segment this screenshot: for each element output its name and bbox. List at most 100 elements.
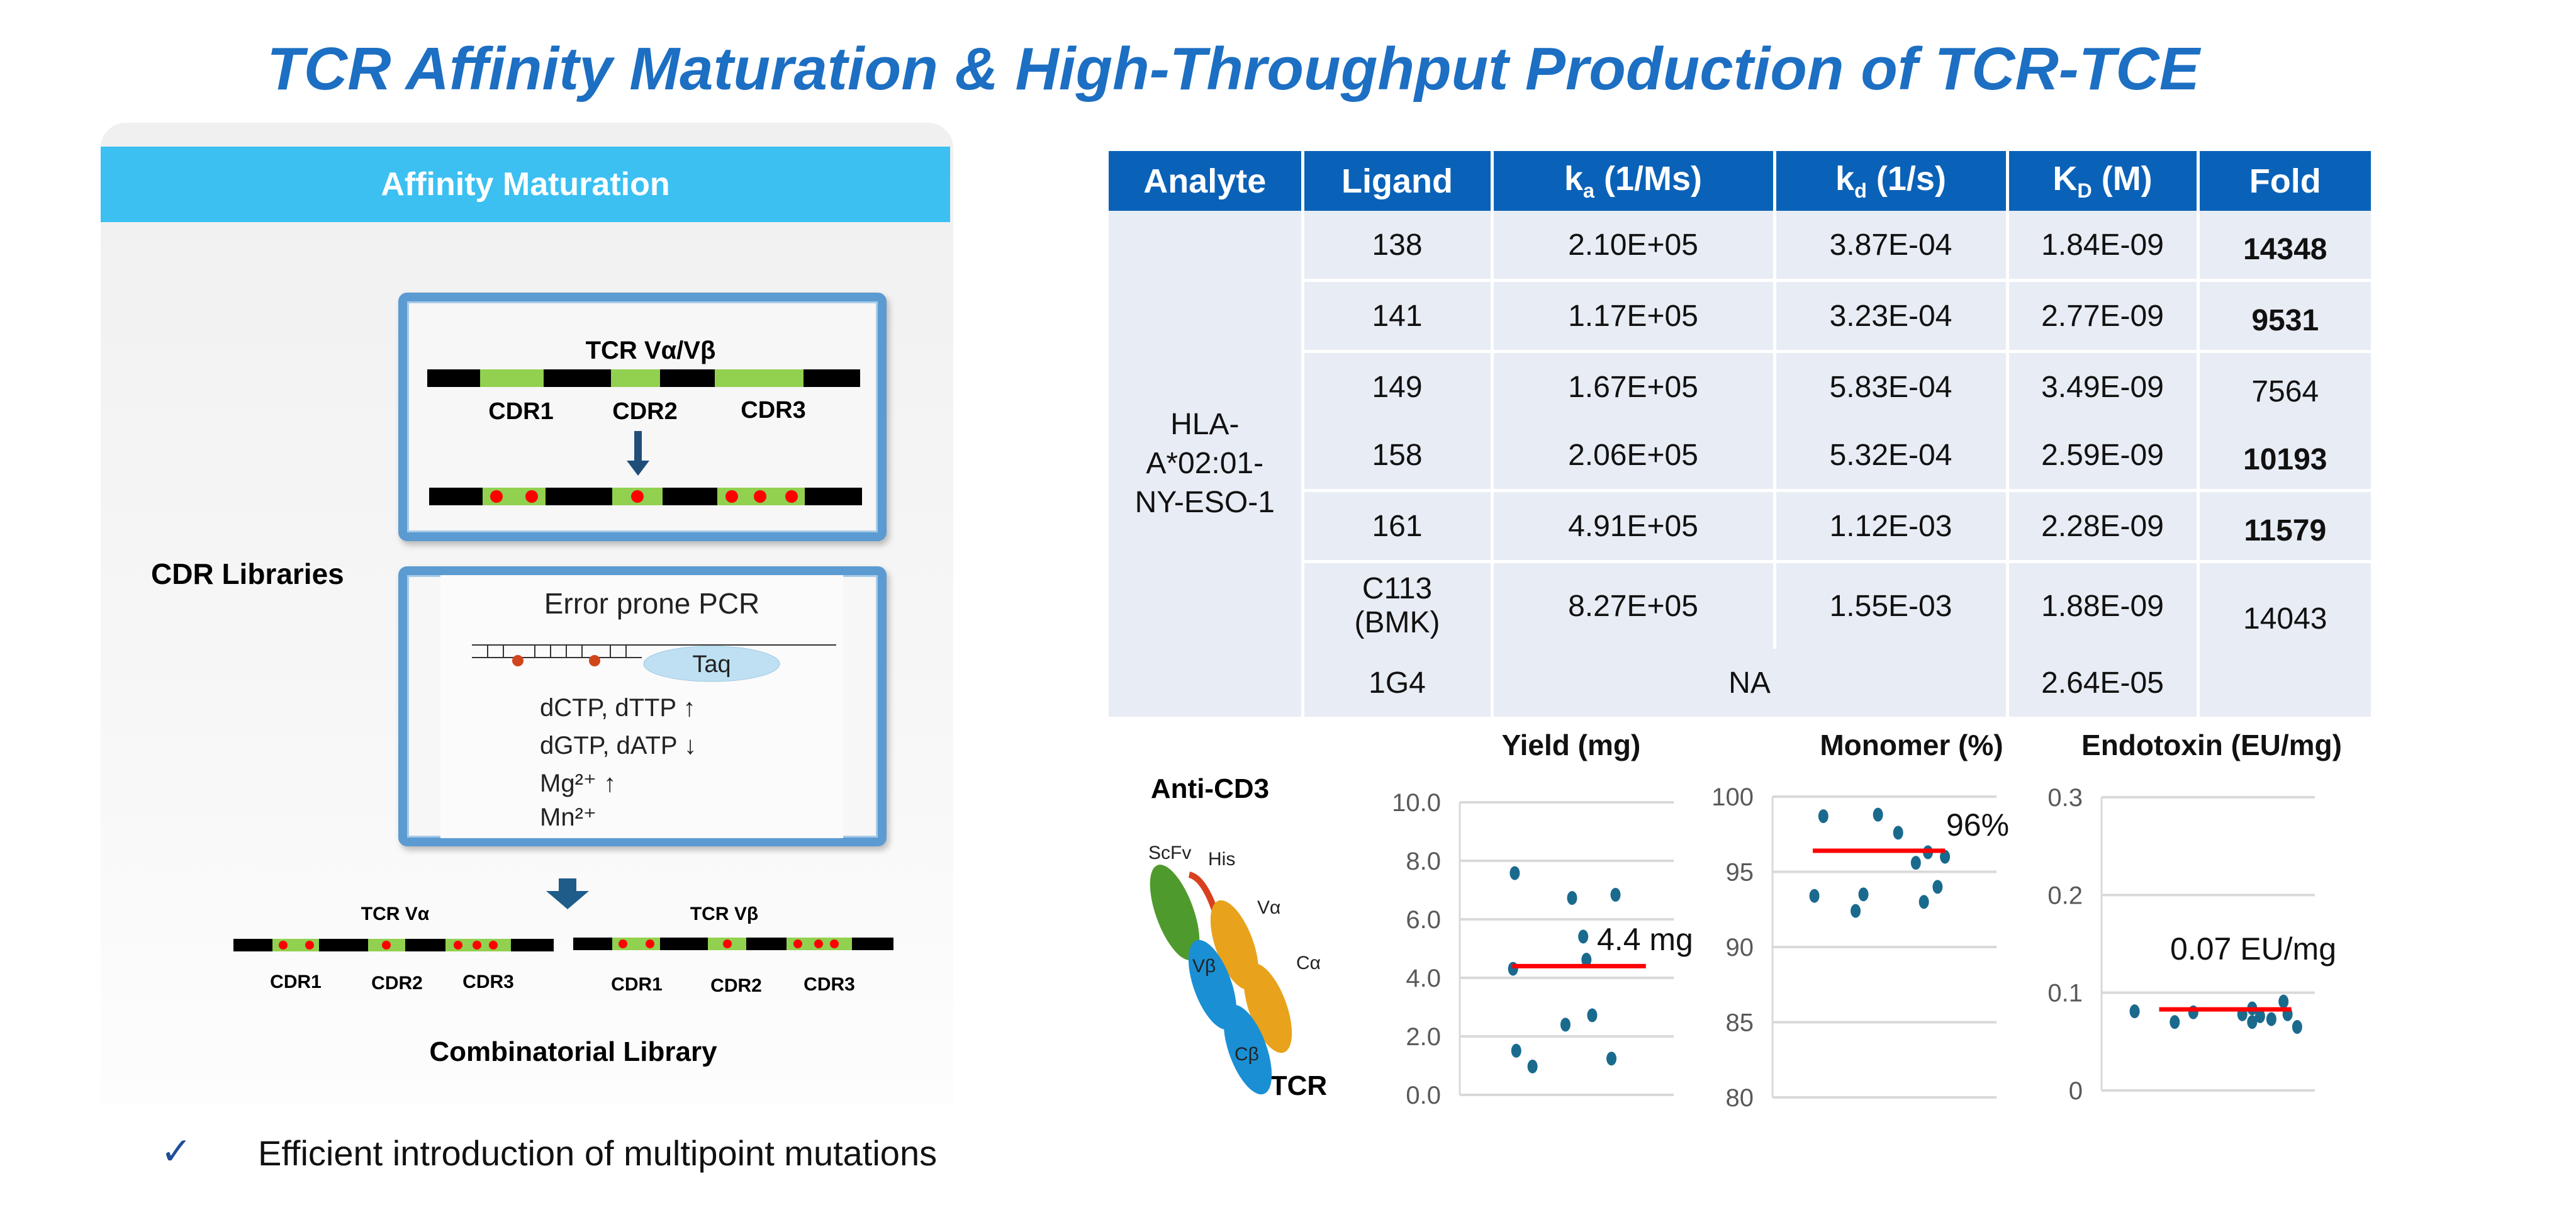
data-point	[1910, 856, 1921, 870]
taq-label: Taq	[692, 651, 731, 678]
ka-cell: 4.91E+05	[1492, 490, 1776, 563]
data-point	[1581, 953, 1592, 967]
chart-title: Yield (mg)	[1502, 729, 1641, 761]
data-point	[1560, 1017, 1571, 1032]
pcr-condition: dCTP, dTTP ↑	[540, 694, 696, 722]
data-point	[2266, 1012, 2276, 1026]
y-tick-label: 8.0	[1406, 848, 1441, 875]
va-library-bar	[233, 939, 554, 951]
table-row: C113 (BMK) 8.27E+05 1.55E-03 1.88E-09 14043	[1109, 561, 2371, 649]
y-tick-label: 0.1	[2047, 980, 2083, 1007]
KD-cell: 3.49E-09	[2007, 351, 2200, 421]
fold-cell: 14348	[2198, 211, 2371, 282]
tcr-va-vb-label: TCR Vα/Vβ	[586, 337, 716, 364]
header-fold: Fold	[2198, 151, 2371, 211]
tcr-label: TCR	[1270, 1070, 1327, 1101]
slide-title: TCR Affinity Maturation & High-Throughpu…	[267, 35, 2200, 103]
taq-enzyme	[643, 646, 780, 682]
checkmark-icon: ✓	[160, 1130, 193, 1172]
fold-cell: 9531	[2198, 280, 2371, 353]
data-point	[2292, 1020, 2302, 1034]
combinatorial-library-caption: Combinatorial Library	[429, 1036, 717, 1067]
production-charts: Anti-CD3 TCR ScFv His Vα Cα Vβ Cβ Yield …	[1148, 729, 2342, 1112]
ka-cell: 1.17E+05	[1492, 280, 1776, 353]
panel-header: Affinity Maturation	[101, 147, 950, 222]
ka-cell: 2.10E+05	[1492, 211, 1776, 282]
data-point	[1610, 887, 1621, 902]
kd-cell: 1.55E-03	[1774, 561, 2009, 649]
data-point	[1527, 1059, 1538, 1073]
mutation-dot	[512, 655, 524, 666]
KD-cell: 2.59E-09	[2007, 421, 2200, 492]
ca-label: Cα	[1296, 953, 1321, 973]
y-tick-label: 6.0	[1406, 906, 1441, 934]
y-tick-label: 0	[2069, 1077, 2083, 1105]
data-point	[1918, 895, 1929, 909]
arrow-down-icon	[546, 878, 589, 909]
KD-cell: 1.88E-09	[2007, 561, 2200, 649]
his-label: His	[1208, 849, 1235, 870]
tcr-vb-label: TCR Vβ	[690, 904, 758, 924]
fold-cell: 7564	[2198, 351, 2371, 421]
cdr-libraries-label: CDR Libraries	[151, 558, 344, 590]
scfv-domain	[1150, 865, 1200, 960]
arrow-down-icon	[627, 431, 649, 476]
ligand-cell: 158	[1302, 421, 1494, 492]
bullet-text: Efficient introduction of multipoint mut…	[258, 1133, 938, 1173]
chart-title: Endotoxin (EU/mg)	[2081, 729, 2342, 761]
kd-cell: 3.23E-04	[1774, 280, 2009, 353]
y-tick-label: 0.2	[2047, 882, 2083, 909]
data-point	[1851, 904, 1861, 918]
ca-domain	[1243, 963, 1292, 1053]
data-point	[2247, 1015, 2258, 1029]
mutated-bar	[429, 488, 862, 505]
y-tick-label: 85	[1726, 1009, 1754, 1037]
kd-cell: 1.12E-03	[1774, 490, 2009, 563]
ka-cell: 2.06E+05	[1492, 421, 1776, 492]
y-tick-label: 0.3	[2047, 784, 2083, 812]
data-point	[1508, 961, 1518, 976]
data-point	[1858, 887, 1869, 902]
header-analyte: Analyte	[1109, 151, 1304, 211]
ligand-cell: 1G4	[1302, 649, 1494, 717]
y-tick-label: 90	[1726, 934, 1754, 961]
vb-cdr1-label: CDR1	[611, 974, 663, 995]
data-point	[1893, 826, 1903, 840]
ligand-cell: 138	[1302, 211, 1494, 282]
y-tick-label: 80	[1726, 1084, 1754, 1112]
ka-cell: 1.67E+05	[1492, 351, 1776, 421]
KD-cell: 2.28E-09	[2007, 490, 2200, 563]
data-point	[1940, 849, 1951, 864]
fold-cell: 11579	[2198, 490, 2371, 563]
table-row: 149 1.67E+05 5.83E-04 3.49E-09 7564	[1109, 351, 2371, 421]
analyte-cell: HLA-A*02:01-NY-ESO-1	[1109, 211, 1304, 717]
anti-cd3-label: Anti-CD3	[1151, 773, 1269, 804]
y-tick-label: 2.0	[1406, 1023, 1441, 1051]
data-point	[2278, 994, 2289, 1009]
va-domain	[1210, 900, 1259, 990]
data-point	[2254, 1009, 2265, 1023]
header-KD: KD (M)	[2007, 151, 2200, 211]
cb-domain	[1223, 1004, 1272, 1095]
y-tick-label: 95	[1726, 859, 1754, 887]
cb-label: Cβ	[1235, 1044, 1259, 1065]
kinetics-table: Analyte Ligand ka (1/Ms) kd (1/s) KD (M)…	[1109, 151, 2371, 717]
fold-cell	[2198, 649, 2371, 717]
table-row: 141 1.17E+05 3.23E-04 2.77E-09 9531	[1109, 280, 2371, 353]
ligand-cell: 141	[1302, 280, 1494, 353]
tce-molecule: Anti-CD3 TCR ScFv His Vα Cα Vβ Cβ	[1148, 773, 1327, 1101]
data-point	[1509, 866, 1520, 880]
va-cdr2-label: CDR2	[371, 973, 423, 994]
y-tick-label: 0.0	[1406, 1082, 1441, 1109]
ligand-cell: 161	[1302, 490, 1494, 563]
data-point	[1606, 1051, 1617, 1066]
dna-ladder	[472, 644, 836, 658]
y-tick-label: 4.0	[1406, 965, 1441, 992]
na-cell: NA	[1492, 649, 2009, 717]
mean-annotation: 0.07 EU/mg	[2170, 931, 2336, 967]
va-label: Vα	[1257, 897, 1280, 918]
table-row: 1G4 NA 2.64E-05	[1109, 649, 2371, 717]
table-row: 158 2.06E+05 5.32E-04 2.59E-09 10193	[1109, 421, 2371, 492]
kd-cell: 5.83E-04	[1774, 351, 2009, 421]
data-point	[2129, 1004, 2140, 1019]
